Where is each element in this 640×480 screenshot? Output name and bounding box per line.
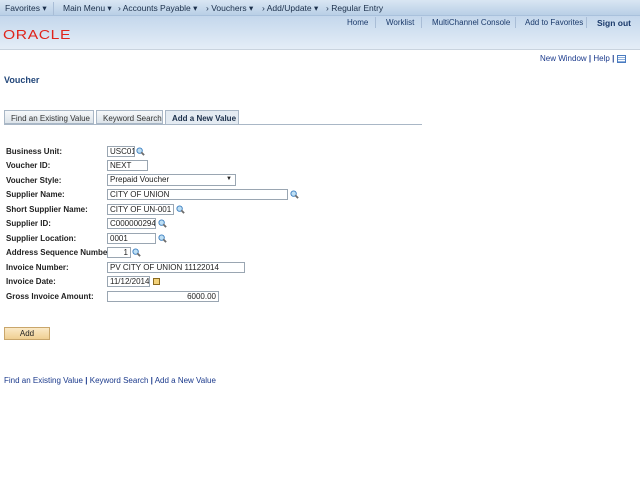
dropdown-arrow-icon: ▼	[226, 176, 232, 182]
address-sequence-input[interactable]: 1	[107, 247, 131, 258]
page-title: Voucher	[4, 75, 40, 85]
top-nav-bar: Favorites ▾ Main Menu ▾ › Accounts Payab…	[0, 0, 640, 16]
breadcrumb-add-update[interactable]: › Add/Update ▾	[262, 3, 319, 13]
supplier-name-label: Supplier Name:	[6, 190, 65, 199]
breadcrumb-vouchers[interactable]: › Vouchers ▾	[206, 3, 254, 13]
keyword-search-link[interactable]: Keyword Search	[89, 376, 149, 385]
divider	[53, 2, 54, 15]
add-new-value-link[interactable]: Add a New Value	[154, 376, 216, 385]
invoice-number-input[interactable]: PV CITY OF UNION 11122014	[107, 262, 245, 273]
customize-page-icon[interactable]	[616, 54, 626, 63]
invoice-date-label: Invoice Date:	[6, 277, 56, 286]
supplier-location-input[interactable]: 0001	[107, 233, 156, 244]
voucher-style-value: Prepaid Voucher	[110, 175, 170, 184]
calendar-icon[interactable]	[153, 278, 160, 285]
business-unit-label: Business Unit:	[6, 147, 63, 156]
short-supplier-name-label: Short Supplier Name:	[6, 205, 88, 214]
supplier-id-lookup-icon[interactable]	[158, 219, 167, 228]
voucher-id-label: Voucher ID:	[6, 161, 51, 170]
invoice-date-input[interactable]: 11/12/2014	[107, 276, 150, 287]
supplier-location-lookup-icon[interactable]	[158, 234, 167, 243]
supplier-location-label: Supplier Location:	[6, 234, 77, 243]
address-sequence-lookup-icon[interactable]	[132, 248, 141, 257]
sign-out-link[interactable]: Sign out	[597, 18, 631, 28]
gross-invoice-amount-label: Gross Invoice Amount:	[6, 292, 94, 301]
bottom-links: Find an Existing Value | Keyword Search …	[4, 376, 216, 385]
invoice-number-label: Invoice Number:	[6, 263, 69, 272]
supplier-id-label: Supplier ID:	[6, 219, 51, 228]
tab-find-existing-value[interactable]: Find an Existing Value	[4, 110, 94, 124]
add-button[interactable]: Add	[4, 327, 50, 340]
business-unit-lookup-icon[interactable]	[136, 147, 145, 156]
tab-divider	[4, 124, 422, 125]
help-link[interactable]: Help	[593, 54, 610, 63]
oracle-logo: ORACLE	[3, 28, 72, 42]
tab-add-new-value[interactable]: Add a New Value	[165, 110, 239, 124]
divider	[515, 17, 516, 28]
voucher-style-label: Voucher Style:	[6, 176, 62, 185]
worklist-link[interactable]: Worklist	[386, 18, 415, 27]
divider	[421, 17, 422, 28]
header: Home Worklist MultiChannel Console Add t…	[0, 16, 640, 50]
utility-links: New Window | Help |	[540, 54, 626, 63]
short-supplier-lookup-icon[interactable]	[176, 205, 185, 214]
business-unit-input[interactable]: USC01	[107, 146, 135, 157]
short-supplier-name-input[interactable]: CITY OF UN-001	[107, 204, 174, 215]
multichannel-console-link[interactable]: MultiChannel Console	[432, 18, 511, 27]
tab-keyword-search[interactable]: Keyword Search	[96, 110, 163, 124]
home-link[interactable]: Home	[347, 18, 369, 27]
gross-invoice-amount-input[interactable]: 6000.00	[107, 291, 219, 302]
divider	[375, 17, 376, 28]
address-sequence-label: Address Sequence Number:	[6, 248, 114, 257]
main-menu[interactable]: Main Menu ▾	[63, 3, 112, 13]
add-to-favorites-link[interactable]: Add to Favorites	[525, 18, 584, 27]
new-window-link[interactable]: New Window	[540, 54, 587, 63]
voucher-id-input[interactable]: NEXT	[107, 160, 148, 171]
favorites-menu[interactable]: Favorites ▾	[5, 3, 47, 13]
find-existing-value-link[interactable]: Find an Existing Value	[4, 376, 84, 385]
supplier-name-input[interactable]: CITY OF UNION	[107, 189, 288, 200]
breadcrumb-regular-entry[interactable]: › Regular Entry	[326, 3, 384, 13]
supplier-id-input[interactable]: C000000294	[107, 218, 156, 229]
supplier-name-lookup-icon[interactable]	[290, 190, 299, 199]
breadcrumb-accounts-payable[interactable]: › Accounts Payable ▾	[118, 3, 198, 13]
voucher-style-select[interactable]: Prepaid Voucher ▼	[107, 174, 236, 186]
divider	[586, 17, 587, 28]
